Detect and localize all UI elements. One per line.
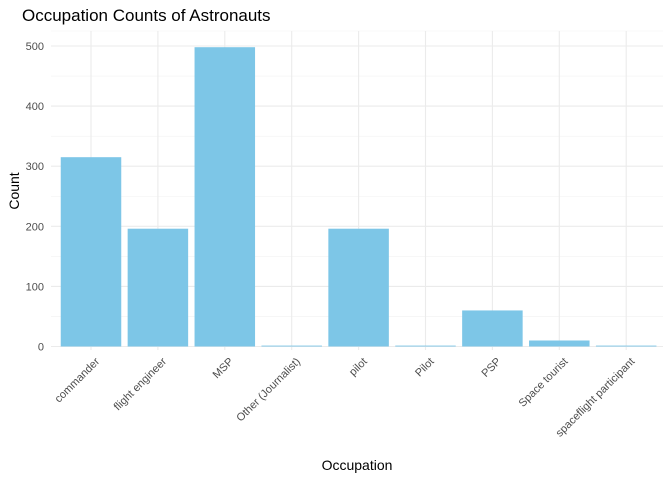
bar xyxy=(395,345,456,347)
bar xyxy=(595,345,657,347)
bars xyxy=(60,47,657,347)
x-tick-label: Space tourist xyxy=(517,356,571,410)
x-tick-label: Pilot xyxy=(413,356,437,380)
bar xyxy=(194,47,256,347)
x-tick-label: pilot xyxy=(347,356,370,379)
y-axis-title: Count xyxy=(6,172,22,209)
chart-title: Occupation Counts of Astronauts xyxy=(22,6,271,25)
y-tick-label: 500 xyxy=(26,41,44,53)
bar xyxy=(60,157,122,347)
x-tick-label: commander xyxy=(53,355,103,405)
x-axis-title: Occupation xyxy=(322,457,393,473)
bar xyxy=(328,228,389,347)
bar xyxy=(261,345,322,347)
y-tick-label: 200 xyxy=(26,221,44,233)
y-tick-label: 100 xyxy=(26,281,44,293)
x-tick-label: MSP xyxy=(211,356,236,381)
y-tick-label: 400 xyxy=(26,101,44,113)
bar xyxy=(127,228,189,347)
x-tick-label: flight engineer xyxy=(112,355,170,413)
x-tick-label: PSP xyxy=(480,356,504,380)
x-tick-label: Other (Journalist) xyxy=(234,356,303,425)
bar xyxy=(462,310,523,347)
y-tick-label: 0 xyxy=(38,342,44,354)
bar xyxy=(529,340,590,347)
y-tick-label: 300 xyxy=(26,161,44,173)
y-axis-ticks: 0 100 200 300 400 500 xyxy=(26,41,44,354)
